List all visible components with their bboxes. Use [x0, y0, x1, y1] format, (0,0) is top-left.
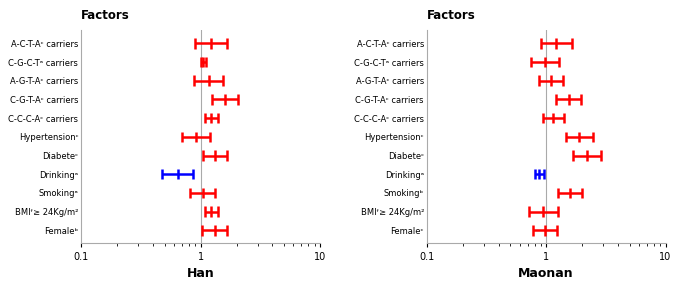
Text: Factors: Factors: [426, 9, 475, 22]
X-axis label: Han: Han: [187, 267, 214, 280]
Text: Factors: Factors: [81, 9, 130, 22]
X-axis label: Maonan: Maonan: [518, 267, 574, 280]
